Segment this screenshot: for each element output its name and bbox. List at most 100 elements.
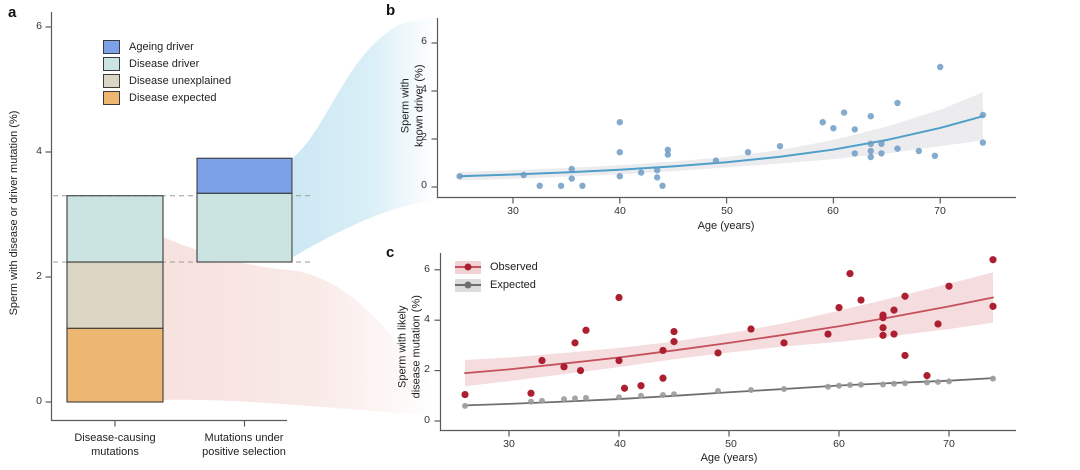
scatter-point-observed [560,363,568,371]
panel-a-y-tick-0: 0 [36,395,42,407]
scatter-point-observed [637,382,645,390]
legend-item-disease-expected: Disease expected [103,89,231,106]
legend-item-observed: Observed [455,258,538,276]
scatter-point-expected [462,402,468,409]
panel-c-x-tick-40: 40 [614,438,626,450]
panel-c-y-tick-4: 4 [424,313,430,325]
scatter-point-observed [901,351,909,360]
panel-b-y-tick-4: 4 [421,83,427,95]
scatter-point-observed [527,389,535,397]
scatter-point-observed [846,269,854,278]
scatter-point-observed [576,367,585,375]
scatter-point-known-driver [878,150,885,157]
scatter-point-observed [659,374,667,382]
scatter-point-known-driver [664,146,672,153]
legend-label: Ageing driver [129,40,194,53]
scatter-point-known-driver [867,147,874,155]
panel-b-letter: b [386,2,396,19]
panel-c-x-tick-50: 50 [725,438,737,450]
panel-a-legend: Ageing driver Disease driver Disease une… [103,38,231,106]
scatter-point-known-driver [653,167,661,174]
scatter-point-expected [583,394,589,401]
scatter-point-known-driver [937,63,944,71]
scatter-point-known-driver [520,171,527,179]
panel-a-y-axis-label: Sperm with disease or driver mutation (%… [8,110,20,316]
scatter-point-expected [715,388,721,395]
scatter-point-known-driver [851,150,858,157]
scatter-point-observed [747,325,755,333]
bar-segment [66,195,164,263]
legend-label: Expected [490,279,536,291]
scatter-point-observed [670,327,678,336]
legend-swatch-disease-expected [103,90,120,105]
legend-item-expected: Expected [455,276,538,294]
scatter-point-known-driver [744,149,752,156]
scatter-point-observed [835,304,843,312]
bar-segment [196,157,293,194]
panel-b-x-axis-label: Age (years) [697,220,755,232]
panel-b-y-axis-label: Sperm with known driver (%) [399,64,425,148]
scatter-point-observed [945,282,953,290]
scatter-point-observed [615,293,623,302]
confidence-band [465,272,993,387]
scatter-point-expected [616,394,622,401]
scatter-point-expected [660,392,666,399]
panel-a-y-tick-4: 4 [36,145,42,157]
scatter-point-expected [825,383,831,390]
panel-c-y-tick-0: 0 [424,414,430,426]
trend-line [464,296,994,375]
legend-swatch-disease-unexplained [103,73,120,88]
legend-label: Disease driver [129,57,200,70]
scatter-point-known-driver [616,119,623,126]
panel-c-x-tick-60: 60 [833,438,845,450]
scatter-point-known-driver [776,143,784,150]
scatter-point-observed [989,256,997,264]
legend-label: Observed [490,261,538,273]
panel-c-x-axis-label: Age (years) [700,452,758,464]
legend-swatch-expected [455,278,481,292]
scatter-point-expected [528,398,534,405]
scatter-point-expected [748,387,754,394]
panel-b-x-tick-70: 70 [934,205,946,217]
scatter-point-observed [571,339,579,347]
scatter-point-observed [670,338,678,346]
scatter-point-known-driver [840,109,848,116]
panel-a-category-2: Mutations under positive selection [202,432,286,459]
scatter-point-known-driver [712,157,720,164]
scatter-point-known-driver [568,175,575,182]
scatter-point-known-driver [867,153,874,161]
scatter-point-known-driver [579,182,586,189]
scatter-point-expected [671,391,677,398]
scatter-point-expected [902,380,908,387]
scatter-point-expected [924,379,930,386]
scatter-point-known-driver [931,152,939,159]
scatter-point-known-driver [637,169,645,176]
scatter-point-observed [659,346,667,355]
scatter-point-known-driver [456,173,463,180]
scatter-point-observed [714,349,722,357]
flow-band-pink [163,237,436,415]
scatter-point-known-driver [915,147,923,155]
scatter-point-expected [781,385,787,392]
scatter-point-observed [901,292,909,300]
panel-b-y-tick-0: 0 [421,179,427,191]
scatter-point-observed [620,384,629,392]
scatter-point-observed [923,372,931,380]
panel-c-y-tick-6: 6 [424,263,430,275]
flow-band-blue [293,17,433,257]
scatter-point-known-driver [557,182,565,189]
scatter-point-expected [858,381,864,388]
scatter-point-known-driver [830,125,837,132]
scatter-point-known-driver [819,119,826,126]
legend-swatch-disease-driver [103,56,120,71]
panel-a-letter: a [8,4,17,21]
scatter-point-observed [461,390,469,399]
scatter-point-observed [934,320,942,328]
legend-item-disease-driver: Disease driver [103,55,231,72]
scatter-point-known-driver [867,140,874,147]
scatter-point-expected [539,397,545,404]
scatter-point-observed [890,306,898,314]
scatter-point-known-driver [616,173,623,180]
